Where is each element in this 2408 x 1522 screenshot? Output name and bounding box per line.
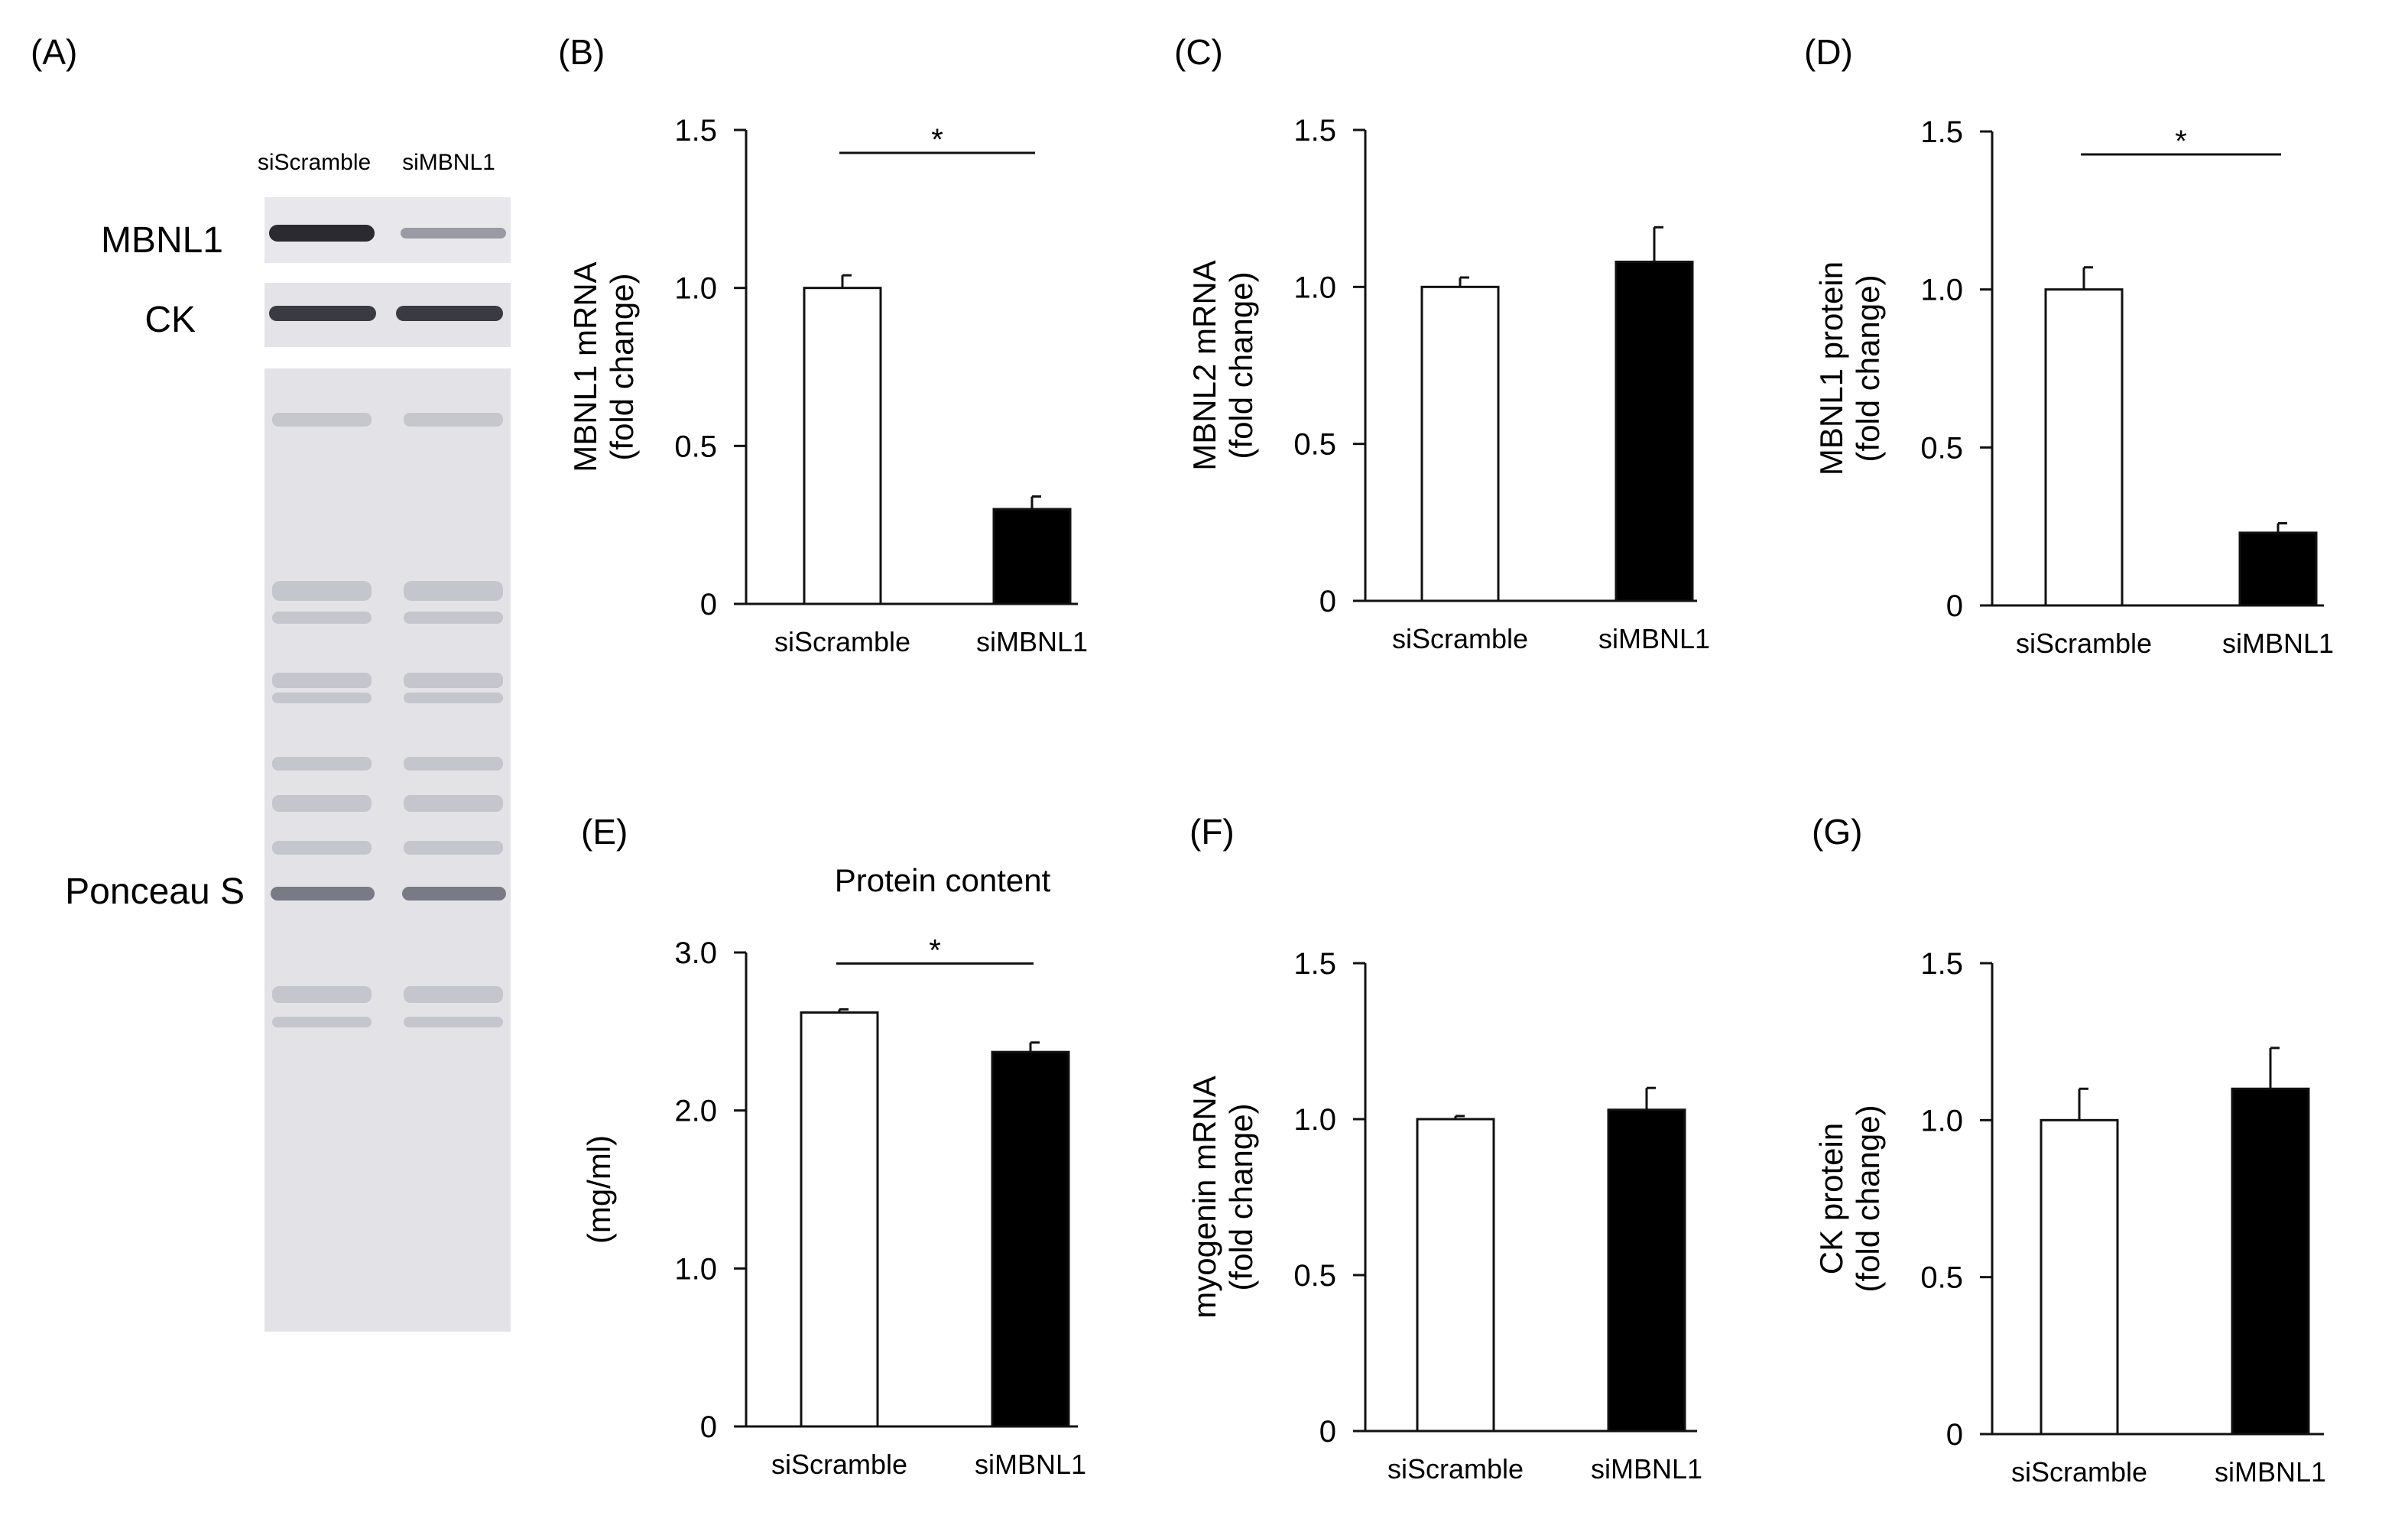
y-axis-label-line-c-1: (fold change) (1223, 271, 1259, 459)
blot-label-ck: CK (144, 300, 196, 340)
lane-label-siscramble: siScramble (258, 150, 371, 175)
bar-b-siscramble (803, 287, 882, 605)
panel-label-d: (D) (1804, 32, 1853, 72)
y-tick-label-b-2: 1.0 (674, 272, 717, 306)
band-mbnl1-simbnl1 (401, 228, 506, 239)
significance-mark-b: * (931, 123, 943, 157)
y-tick-label-d-2: 1.0 (1920, 274, 1963, 307)
category-label-d-0: siScramble (2016, 628, 2152, 659)
chart-b: 0 0.5 1.0 1.5 MBNL1 mRNA(fold change) siScram… (567, 114, 1088, 657)
blot-label-ponceau: Ponceau S (65, 871, 245, 912)
y-axis-label-line-f-0: myogenin mRNA (1186, 1076, 1222, 1318)
y-tick-label-b-3: 1.5 (674, 114, 717, 148)
y-tick-label-e-3: 3.0 (674, 936, 717, 970)
band-ck-simbnl1 (396, 306, 503, 321)
y-axis-label-line-c-0: MBNL2 mRNA (1186, 260, 1222, 470)
y-tick-label-b-0: 0 (700, 588, 717, 621)
y-tick-label-b-1: 0.5 (674, 430, 717, 463)
y-axis-label-line-g-0: CK protein (1813, 1123, 1849, 1274)
panel-label-e: (E) (581, 812, 628, 852)
y-tick-label-g-3: 1.5 (1920, 947, 1963, 981)
panel-label-a: (A) (31, 32, 77, 72)
bar-d-simbnl1 (2238, 531, 2318, 607)
y-axis-label-d: MBNL1 protein(fold change) (1813, 261, 1886, 475)
significance-mark-d: * (2175, 125, 2187, 158)
bar-c-siscramble (1420, 285, 1500, 602)
chart-d: 0 0.5 1.0 1.5 MBNL1 protein(fold change) siSc… (1813, 115, 2334, 659)
category-label-d-1: siMBNL1 (2222, 628, 2334, 659)
y-axis-label-line-b-0: MBNL1 mRNA (567, 261, 603, 472)
category-label-c-1: siMBNL1 (1598, 623, 1710, 654)
category-label-e-0: siScramble (771, 1449, 907, 1480)
panel-label-f: (F) (1189, 812, 1235, 852)
bar-f-siscramble (1416, 1118, 1495, 1433)
chart-f: 0 0.5 1.0 1.5 myogenin mRNA(fold change) siSc… (1186, 947, 1702, 1485)
y-tick-label-d-3: 1.5 (1920, 115, 1963, 149)
y-tick-label-f-0: 0 (1319, 1415, 1336, 1449)
significance-mark-e: * (929, 933, 941, 967)
blot-label-mbnl1: MBNL1 (101, 220, 223, 261)
bar-e-simbnl1 (991, 1050, 1070, 1428)
y-tick-label-d-0: 0 (1946, 589, 1963, 623)
chart-title-e: Protein content (835, 862, 1051, 898)
y-axis-label-line-f-1: (fold change) (1223, 1103, 1259, 1290)
panel-label-b: (B) (558, 32, 605, 72)
y-tick-label-g-0: 0 (1946, 1418, 1963, 1452)
y-tick-label-c-2: 1.0 (1293, 271, 1336, 304)
y-tick-label-e-0: 0 (700, 1410, 717, 1444)
y-axis-label-line-d-0: MBNL1 protein (1813, 261, 1849, 475)
y-axis-label-g: CK protein(fold change) (1813, 1105, 1886, 1292)
category-label-g-1: siMBNL1 (2215, 1456, 2326, 1488)
y-tick-label-g-1: 0.5 (1920, 1261, 1963, 1295)
y-axis-label-line-d-1: (fold change) (1850, 274, 1886, 462)
y-axis-label-e: (mg/ml) (581, 1135, 617, 1244)
category-label-f-1: siMBNL1 (1591, 1453, 1702, 1485)
y-tick-label-g-2: 1.0 (1920, 1104, 1963, 1137)
category-label-e-1: siMBNL1 (975, 1449, 1086, 1480)
lane-label-simbnl1: siMBNL1 (402, 150, 495, 175)
y-tick-label-c-0: 0 (1319, 585, 1336, 618)
ponceau-major-band-simbnl1 (402, 887, 506, 901)
ponceau-major-band-siscramble (271, 887, 375, 901)
y-axis-label-c: MBNL2 mRNA(fold change) (1186, 260, 1259, 470)
y-axis-label-b: MBNL1 mRNA(fold change) (567, 261, 640, 472)
bar-g-simbnl1 (2231, 1087, 2310, 1436)
y-axis-label-f: myogenin mRNA(fold change) (1186, 1076, 1259, 1318)
chart-c: 0 0.5 1.0 1.5 MBNL2 mRNA(fold change) siScram… (1186, 114, 1710, 654)
bar-c-simbnl1 (1615, 260, 1694, 602)
bar-g-siscramble (2040, 1118, 2119, 1436)
y-tick-label-c-1: 0.5 (1293, 428, 1336, 462)
category-label-f-0: siScramble (1387, 1453, 1524, 1485)
y-tick-label-f-2: 1.0 (1293, 1103, 1336, 1137)
western-blot: siScramble siMBNL1 MBNL1 CK Ponceau S (65, 150, 511, 1332)
bar-f-simbnl1 (1607, 1108, 1686, 1433)
band-mbnl1-siscramble (269, 225, 375, 242)
y-tick-label-e-2: 2.0 (674, 1095, 717, 1128)
y-tick-label-f-1: 0.5 (1293, 1259, 1336, 1293)
y-tick-label-f-3: 1.5 (1293, 947, 1336, 981)
category-label-b-1: siMBNL1 (976, 626, 1088, 657)
chart-e: 0 1.0 2.0 3.0 (mg/ml) Protein content siScramb… (581, 862, 1086, 1480)
ponceau-bands (272, 413, 503, 1027)
y-tick-label-d-1: 0.5 (1920, 431, 1963, 465)
panel-label-g: (G) (1812, 812, 1862, 852)
band-ck-siscramble (269, 306, 376, 321)
y-axis-label-line-b-1: (fold change) (604, 273, 640, 460)
bar-e-siscramble (800, 1011, 879, 1428)
bar-d-siscramble (2044, 288, 2124, 607)
y-tick-label-e-1: 1.0 (674, 1252, 717, 1286)
y-tick-label-c-3: 1.5 (1293, 114, 1336, 148)
bar-b-simbnl1 (992, 508, 1072, 605)
category-label-g-0: siScramble (2011, 1456, 2147, 1488)
panel-label-c: (C) (1174, 32, 1223, 72)
chart-g: 0 0.5 1.0 1.5 CK protein(fold change) siScram… (1813, 947, 2326, 1488)
category-label-c-0: siScramble (1392, 623, 1528, 654)
y-axis-label-line-e-0: (mg/ml) (581, 1135, 617, 1244)
category-label-b-0: siScramble (774, 626, 910, 657)
y-axis-label-line-g-1: (fold change) (1850, 1105, 1886, 1292)
